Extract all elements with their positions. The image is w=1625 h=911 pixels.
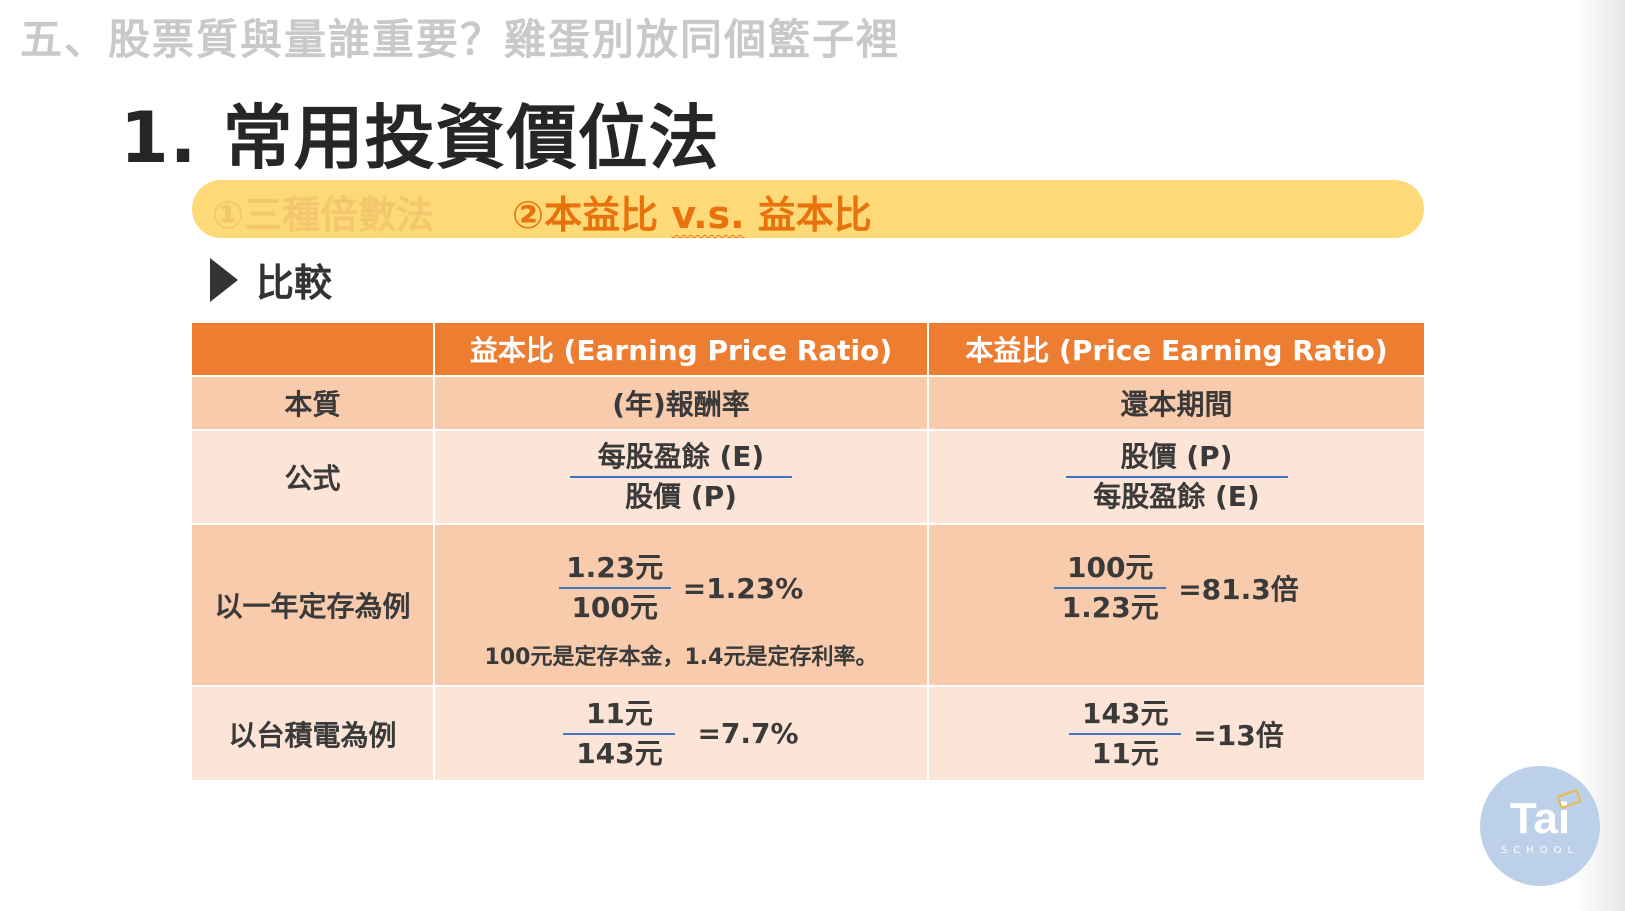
- fraction-denominator: 11元: [1091, 736, 1159, 770]
- compare-label: 比較: [256, 261, 333, 305]
- tai-school-logo: Tai SCHOOL: [1480, 766, 1600, 886]
- compare-heading: 比較: [210, 252, 332, 307]
- banner-item-prefix: ②本益比: [512, 193, 672, 237]
- header-cell-ep: 益本比 (Earning Price Ratio): [435, 323, 929, 375]
- ep-formula: 每股盈餘 (E) 股價 (P): [435, 431, 929, 523]
- pe-formula: 股價 (P) 每股盈餘 (E): [929, 431, 1424, 523]
- row-label-formula: 公式: [192, 431, 435, 523]
- fraction-denominator: 股價 (P): [625, 480, 737, 513]
- fraction-numerator: 股價 (P): [1120, 440, 1233, 473]
- fraction-denominator: 100元: [571, 591, 658, 624]
- deposit-note: 100元是定存本金，1.4元是定存利率。: [484, 645, 878, 670]
- fraction-denominator: 1.23元: [1061, 591, 1159, 624]
- ep-deposit: 1.23元 100元 =1.23% 100元是定存本金，1.4元是定存利率。: [435, 525, 929, 685]
- pe-deposit-expression: 100元 1.23元 =81.3倍: [1054, 549, 1299, 627]
- comparison-table: 益本比 (Earning Price Ratio) 本益比 (Price Ear…: [192, 323, 1424, 780]
- fraction-bar: [558, 587, 671, 589]
- logo-subtext: SCHOOL: [1500, 844, 1580, 856]
- pe-deposit-fraction: 100元 1.23元: [1054, 549, 1167, 627]
- ep-deposit-result: =1.23%: [682, 571, 804, 605]
- fraction-numerator: 1.23元: [566, 551, 664, 584]
- ep-deposit-fraction: 1.23元 100元: [558, 549, 671, 627]
- row-label-deposit: 以一年定存為例: [192, 525, 435, 685]
- table-row-nature: 本質 (年)報酬率 還本期間: [192, 375, 1424, 429]
- table-row-tsmc: 以台積電為例 11元 143元 =7.7% 143元 11元 =13倍: [192, 685, 1424, 780]
- header-cell-pe: 本益比 (Price Earning Ratio): [929, 323, 1424, 375]
- ep-formula-fraction: 每股盈餘 (E) 股價 (P): [570, 438, 792, 516]
- ep-tsmc-fraction: 11元 143元: [563, 695, 676, 773]
- pe-tsmc-expression: 143元 11元 =13倍: [1069, 695, 1284, 773]
- ep-nature: (年)報酬率: [435, 377, 929, 429]
- ep-deposit-expression: 1.23元 100元 =1.23%: [558, 549, 804, 627]
- fraction-numerator: 11元: [585, 696, 653, 730]
- page-title: 1. 常用投資價位法: [120, 97, 720, 179]
- table-header-row: 益本比 (Earning Price Ratio) 本益比 (Price Ear…: [192, 323, 1424, 375]
- banner-item-suffix: 益本比: [744, 193, 872, 237]
- fraction-bar: [570, 476, 792, 478]
- fraction-denominator: 每股盈餘 (E): [1093, 480, 1260, 513]
- logo-text: Tai: [1509, 793, 1571, 843]
- pe-deposit: 100元 1.23元 =81.3倍: [929, 525, 1424, 685]
- table-row-formula: 公式 每股盈餘 (E) 股價 (P) 股價 (P) 每股盈餘 (E): [192, 429, 1424, 523]
- fraction-bar: [563, 732, 676, 735]
- window-edge: [1575, 0, 1625, 911]
- graduation-cap-icon: [1556, 788, 1582, 810]
- pe-tsmc-result: =13倍: [1193, 718, 1284, 752]
- fraction-bar: [1069, 732, 1182, 735]
- ep-tsmc-result: =7.7%: [697, 717, 799, 750]
- topic-banner: ①三種倍數法 ②本益比 v.s. 益本比: [192, 180, 1424, 238]
- banner-item-multiples: ①三種倍數法: [212, 193, 435, 237]
- triangle-bullet-icon: [210, 257, 238, 302]
- pe-deposit-result: =81.3倍: [1178, 573, 1299, 606]
- banner-item-pe-vs-ep: ②本益比 v.s. 益本比: [512, 184, 872, 239]
- row-label-nature: 本質: [192, 377, 435, 429]
- pe-formula-fraction: 股價 (P) 每股盈餘 (E): [1065, 438, 1288, 516]
- fraction-bar: [1054, 587, 1167, 589]
- banner-item-vs: v.s.: [671, 193, 745, 237]
- row-label-tsmc: 以台積電為例: [192, 687, 435, 780]
- fraction-numerator: 100元: [1066, 551, 1154, 584]
- header-cell-blank: [192, 323, 435, 375]
- fraction-numerator: 143元: [1082, 696, 1169, 730]
- pe-tsmc: 143元 11元 =13倍: [929, 687, 1424, 780]
- pe-tsmc-fraction: 143元 11元: [1069, 695, 1182, 773]
- fraction-numerator: 每股盈餘 (E): [597, 440, 765, 473]
- pe-nature: 還本期間: [929, 377, 1424, 429]
- fraction-denominator: 143元: [576, 736, 663, 770]
- section-header: 五、股票質與量誰重要？雞蛋別放同個籃子裡: [20, 15, 901, 64]
- ep-tsmc: 11元 143元 =7.7%: [435, 687, 929, 780]
- fraction-bar: [1065, 476, 1288, 478]
- ep-tsmc-expression: 11元 143元 =7.7%: [563, 695, 799, 773]
- table-row-deposit: 以一年定存為例 1.23元 100元 =1.23% 100元是定存本金，1.4元…: [192, 523, 1424, 685]
